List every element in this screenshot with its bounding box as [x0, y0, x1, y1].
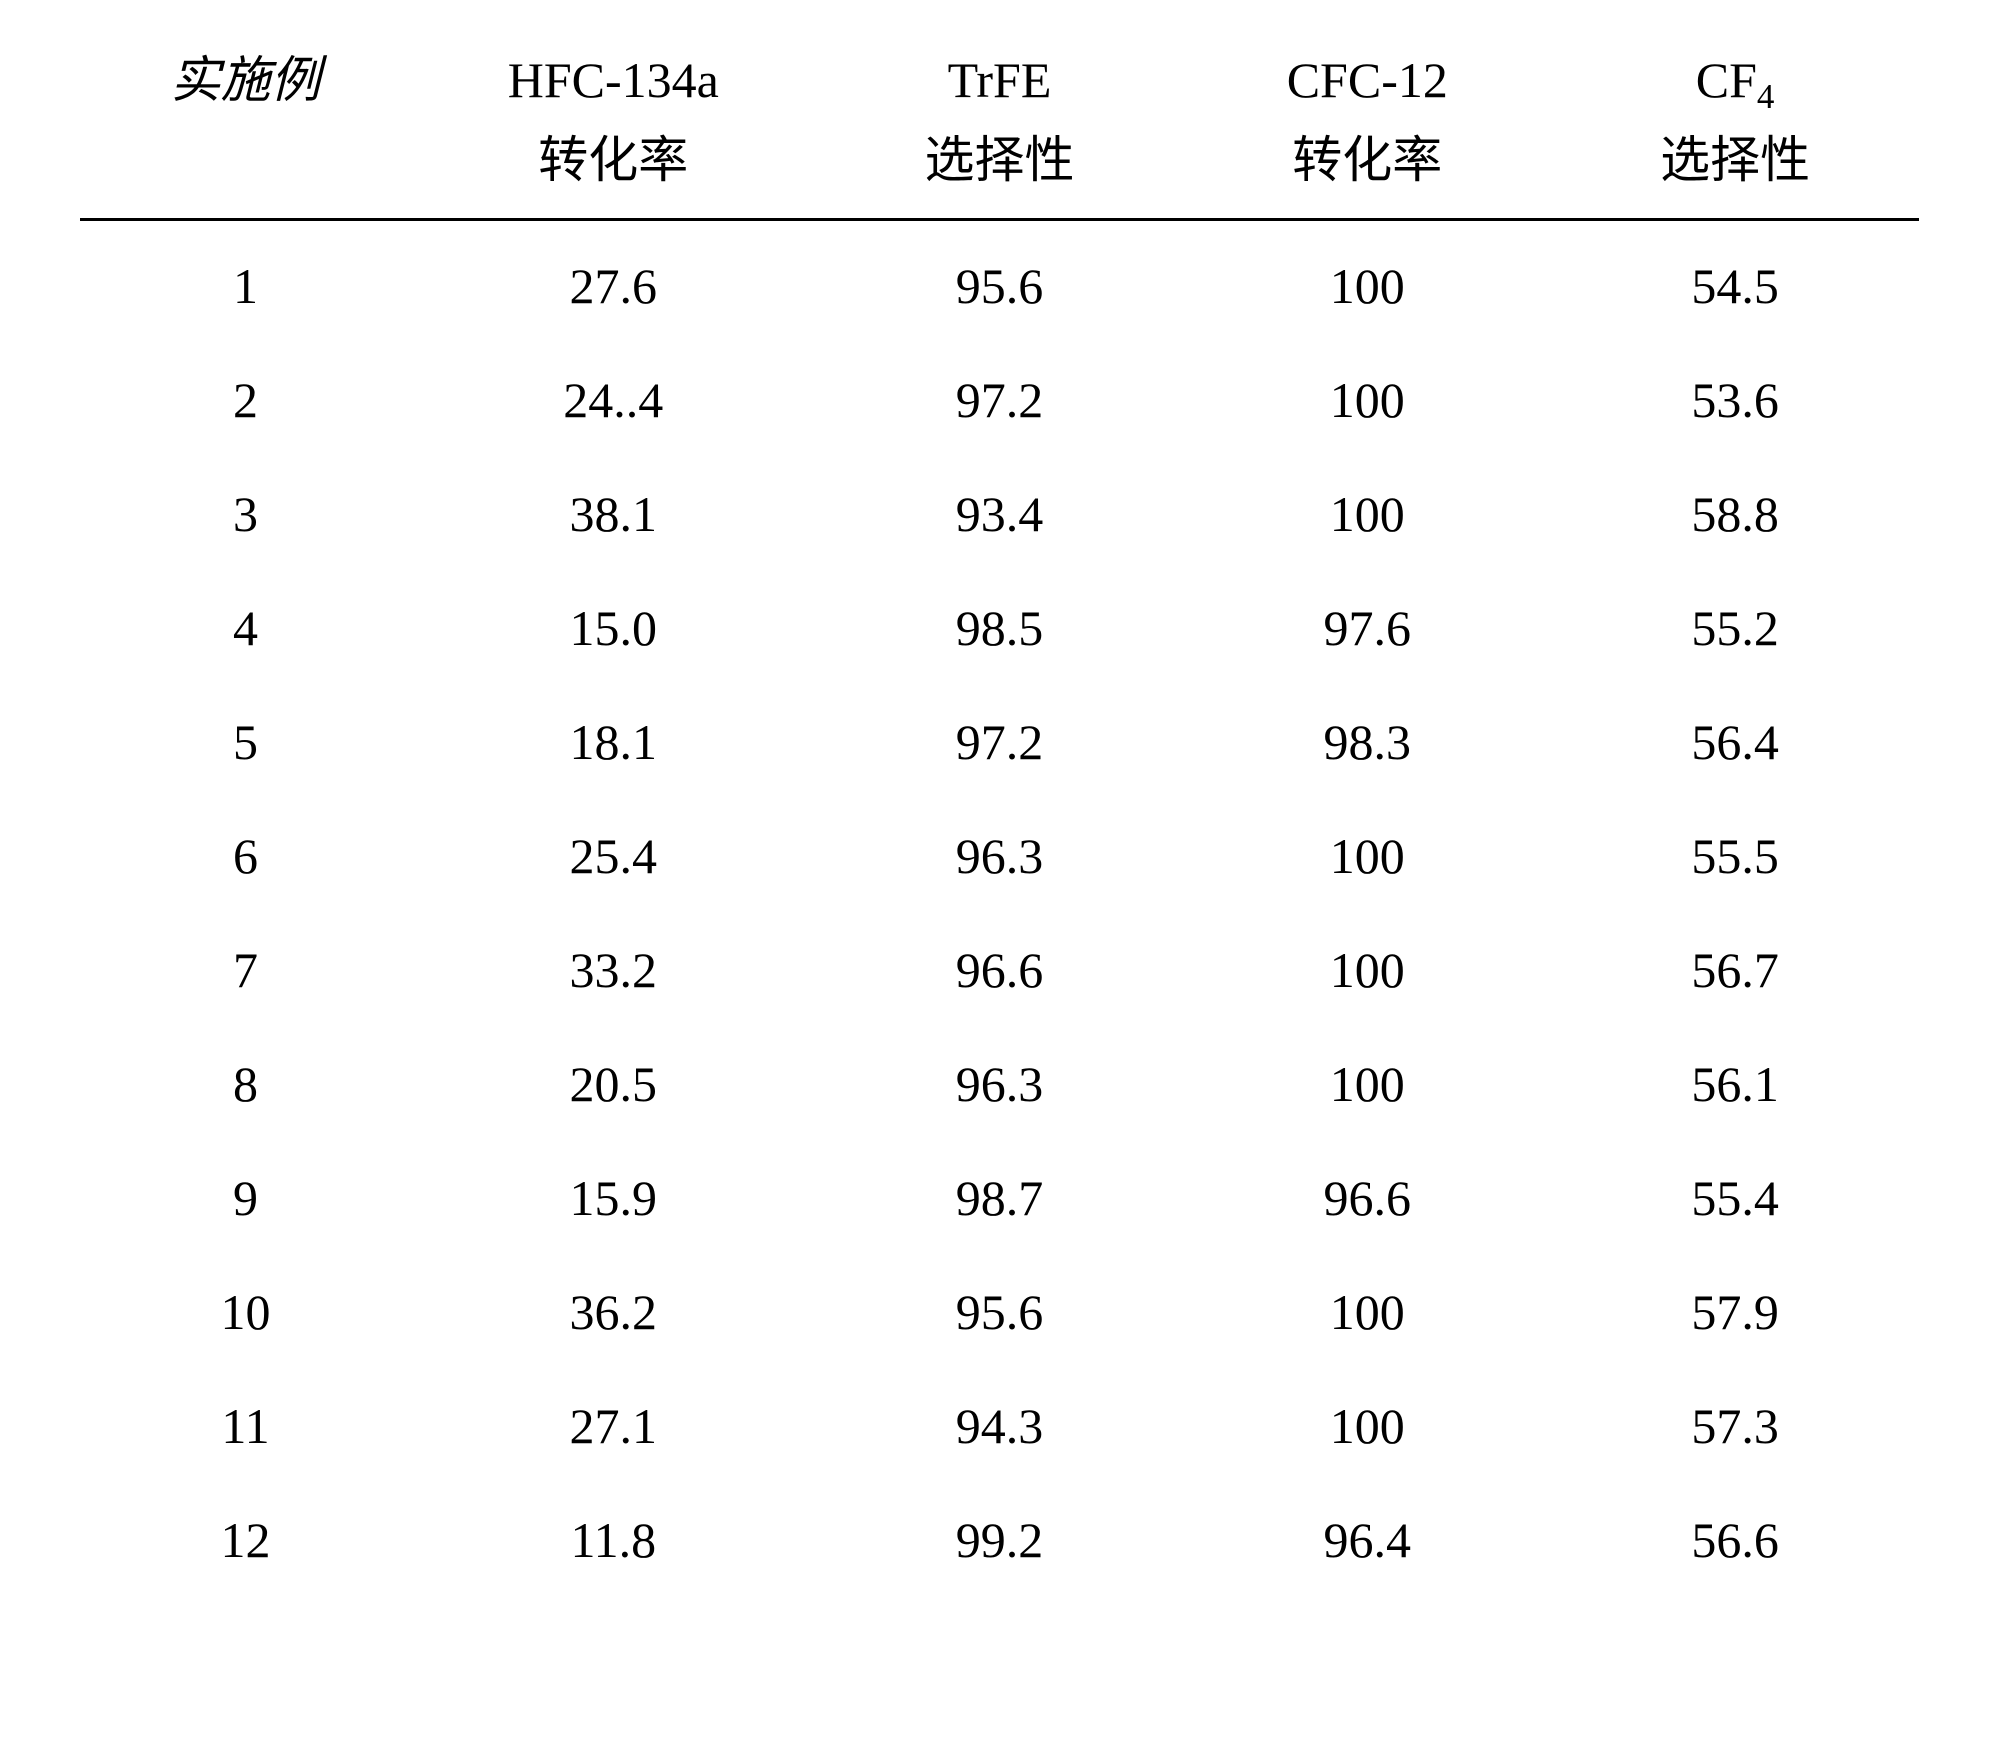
cell-trfe: 93.4 — [816, 457, 1184, 571]
cell-hfc134a: 15.0 — [411, 571, 816, 685]
cell-cf4: 57.3 — [1551, 1369, 1919, 1483]
cell-example: 8 — [80, 1027, 411, 1141]
cell-trfe: 95.6 — [816, 220, 1184, 344]
table-header-row-2: 转化率 选择性 转化率 选择性 — [80, 120, 1919, 220]
col-subheader-example — [80, 120, 411, 220]
cell-cf4: 58.8 — [1551, 457, 1919, 571]
cell-hfc134a: 20.5 — [411, 1027, 816, 1141]
table-row: 10 36.2 95.6 100 57.9 — [80, 1255, 1919, 1369]
cell-cf4: 57.9 — [1551, 1255, 1919, 1369]
col-subheader-cf4: 选择性 — [1551, 120, 1919, 220]
cell-example: 12 — [80, 1483, 411, 1597]
table-header: 实施例 HFC-134a TrFE CFC-12 CF4 转化率 选择性 转化率… — [80, 40, 1919, 220]
cell-example: 3 — [80, 457, 411, 571]
table-row: 6 25.4 96.3 100 55.5 — [80, 799, 1919, 913]
cell-cfc12: 100 — [1183, 913, 1551, 1027]
cell-trfe: 97.2 — [816, 685, 1184, 799]
cell-cfc12: 100 — [1183, 799, 1551, 913]
cell-hfc134a: 38.1 — [411, 457, 816, 571]
col-subheader-trfe: 选择性 — [816, 120, 1184, 220]
cell-trfe: 98.7 — [816, 1141, 1184, 1255]
table-row: 3 38.1 93.4 100 58.8 — [80, 457, 1919, 571]
table-row: 11 27.1 94.3 100 57.3 — [80, 1369, 1919, 1483]
cell-cfc12: 100 — [1183, 1027, 1551, 1141]
table-row: 4 15.0 98.5 97.6 55.2 — [80, 571, 1919, 685]
cell-hfc134a: 11.8 — [411, 1483, 816, 1597]
cell-cf4: 53.6 — [1551, 343, 1919, 457]
cell-cf4: 55.4 — [1551, 1141, 1919, 1255]
table-row: 2 24..4 97.2 100 53.6 — [80, 343, 1919, 457]
cell-hfc134a: 27.1 — [411, 1369, 816, 1483]
cell-cfc12: 97.6 — [1183, 571, 1551, 685]
cf4-subscript: 4 — [1757, 77, 1775, 116]
cell-trfe: 94.3 — [816, 1369, 1184, 1483]
cell-example: 10 — [80, 1255, 411, 1369]
cell-trfe: 96.6 — [816, 913, 1184, 1027]
col-header-example: 实施例 — [80, 40, 411, 120]
cell-hfc134a: 27.6 — [411, 220, 816, 344]
table-row: 7 33.2 96.6 100 56.7 — [80, 913, 1919, 1027]
table-row: 9 15.9 98.7 96.6 55.4 — [80, 1141, 1919, 1255]
cell-example: 11 — [80, 1369, 411, 1483]
cell-cf4: 56.7 — [1551, 913, 1919, 1027]
cell-hfc134a: 24..4 — [411, 343, 816, 457]
cell-example: 7 — [80, 913, 411, 1027]
col-header-cfc12: CFC-12 — [1183, 40, 1551, 120]
cell-cf4: 56.1 — [1551, 1027, 1919, 1141]
cell-hfc134a: 18.1 — [411, 685, 816, 799]
cell-trfe: 99.2 — [816, 1483, 1184, 1597]
cell-trfe: 95.6 — [816, 1255, 1184, 1369]
cell-hfc134a: 36.2 — [411, 1255, 816, 1369]
col-subheader-cfc12: 转化率 — [1183, 120, 1551, 220]
col-subheader-hfc134a: 转化率 — [411, 120, 816, 220]
data-table-container: 实施例 HFC-134a TrFE CFC-12 CF4 转化率 选择性 转化率… — [0, 0, 1999, 1657]
cell-hfc134a: 15.9 — [411, 1141, 816, 1255]
table-row: 1 27.6 95.6 100 54.5 — [80, 220, 1919, 344]
cell-trfe: 96.3 — [816, 1027, 1184, 1141]
cell-cfc12: 100 — [1183, 1255, 1551, 1369]
cell-example: 9 — [80, 1141, 411, 1255]
data-table: 实施例 HFC-134a TrFE CFC-12 CF4 转化率 选择性 转化率… — [80, 40, 1919, 1597]
cell-example: 5 — [80, 685, 411, 799]
cell-trfe: 97.2 — [816, 343, 1184, 457]
cell-example: 6 — [80, 799, 411, 913]
cell-hfc134a: 33.2 — [411, 913, 816, 1027]
cell-cf4: 56.6 — [1551, 1483, 1919, 1597]
cell-cf4: 55.2 — [1551, 571, 1919, 685]
table-row: 8 20.5 96.3 100 56.1 — [80, 1027, 1919, 1141]
cell-cfc12: 98.3 — [1183, 685, 1551, 799]
table-header-row-1: 实施例 HFC-134a TrFE CFC-12 CF4 — [80, 40, 1919, 120]
cell-example: 2 — [80, 343, 411, 457]
col-header-trfe: TrFE — [816, 40, 1184, 120]
cell-example: 1 — [80, 220, 411, 344]
cell-cf4: 56.4 — [1551, 685, 1919, 799]
cell-hfc134a: 25.4 — [411, 799, 816, 913]
table-row: 5 18.1 97.2 98.3 56.4 — [80, 685, 1919, 799]
cell-cfc12: 100 — [1183, 457, 1551, 571]
cell-example: 4 — [80, 571, 411, 685]
cf4-base: CF — [1696, 52, 1757, 108]
table-row: 12 11.8 99.2 96.4 56.6 — [80, 1483, 1919, 1597]
cell-cfc12: 96.6 — [1183, 1141, 1551, 1255]
cell-cfc12: 100 — [1183, 343, 1551, 457]
col-header-hfc134a: HFC-134a — [411, 40, 816, 120]
cell-trfe: 96.3 — [816, 799, 1184, 913]
cell-cfc12: 100 — [1183, 220, 1551, 344]
table-body: 1 27.6 95.6 100 54.5 2 24..4 97.2 100 53… — [80, 220, 1919, 1598]
cell-cf4: 54.5 — [1551, 220, 1919, 344]
cell-cfc12: 100 — [1183, 1369, 1551, 1483]
cell-cfc12: 96.4 — [1183, 1483, 1551, 1597]
cell-cf4: 55.5 — [1551, 799, 1919, 913]
cell-trfe: 98.5 — [816, 571, 1184, 685]
col-header-cf4: CF4 — [1551, 40, 1919, 120]
